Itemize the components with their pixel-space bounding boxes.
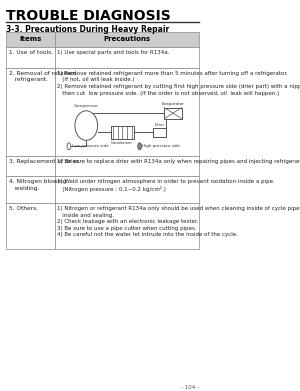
Text: 2. Removal of retained
   refrigerant.: 2. Removal of retained refrigerant.: [9, 71, 76, 83]
Bar: [6, 47, 55, 68]
Bar: [153, 128, 166, 137]
Bar: [111, 126, 134, 139]
Text: - 104 -: - 104 -: [181, 385, 199, 390]
Text: Condenser: Condenser: [111, 142, 133, 145]
Text: 3. Replacement of drier.: 3. Replacement of drier.: [9, 159, 80, 164]
Text: 1) Use special parts and tools for R134a.: 1) Use special parts and tools for R134a…: [57, 50, 170, 55]
Bar: [55, 203, 199, 249]
Text: 5. Others.: 5. Others.: [9, 206, 38, 211]
Bar: [55, 156, 199, 176]
Text: TROUBLE DIAGNOSIS: TROUBLE DIAGNOSIS: [6, 9, 171, 23]
Circle shape: [138, 143, 142, 150]
Text: 4. Nitrogen blowing
   welding.: 4. Nitrogen blowing welding.: [9, 179, 66, 191]
Bar: [6, 156, 55, 176]
Text: Items: Items: [20, 36, 42, 43]
Text: 1. Use of tools.: 1. Use of tools.: [9, 50, 53, 55]
Bar: [55, 47, 199, 68]
Text: 3-3. Precautions During Heavy Repair: 3-3. Precautions During Heavy Repair: [6, 25, 170, 34]
Text: 1) Remove retained refrigerant more than 5 minutes after turning off a refrigera: 1) Remove retained refrigerant more than…: [57, 71, 300, 95]
Circle shape: [67, 143, 71, 150]
Text: High pressure side: High pressure side: [142, 144, 180, 148]
Bar: [6, 176, 55, 203]
Bar: [55, 68, 199, 156]
Bar: [6, 68, 55, 156]
Bar: [55, 32, 199, 47]
Text: Evaporator: Evaporator: [162, 102, 184, 106]
Bar: [6, 32, 55, 47]
Text: 1) Nitrogen or refrigerant R134a only should be used when cleaning inside of cyc: 1) Nitrogen or refrigerant R134a only sh…: [57, 206, 300, 237]
Bar: [55, 176, 199, 203]
Text: 1) Be sure to replace drier with R134a only when repairing pipes and injecting r: 1) Be sure to replace drier with R134a o…: [57, 159, 300, 164]
Text: Low pressure side: Low pressure side: [72, 144, 108, 148]
Bar: [6, 203, 55, 249]
Text: 1) Weld under nitrogen atmosphere in order to prevent oxidation inside a pipe.
 : 1) Weld under nitrogen atmosphere in ord…: [57, 179, 275, 192]
Bar: [164, 108, 182, 118]
Text: Drier: Drier: [154, 123, 165, 127]
Text: Compressor: Compressor: [74, 104, 99, 108]
Ellipse shape: [75, 111, 98, 140]
Text: Precautions: Precautions: [103, 36, 151, 43]
